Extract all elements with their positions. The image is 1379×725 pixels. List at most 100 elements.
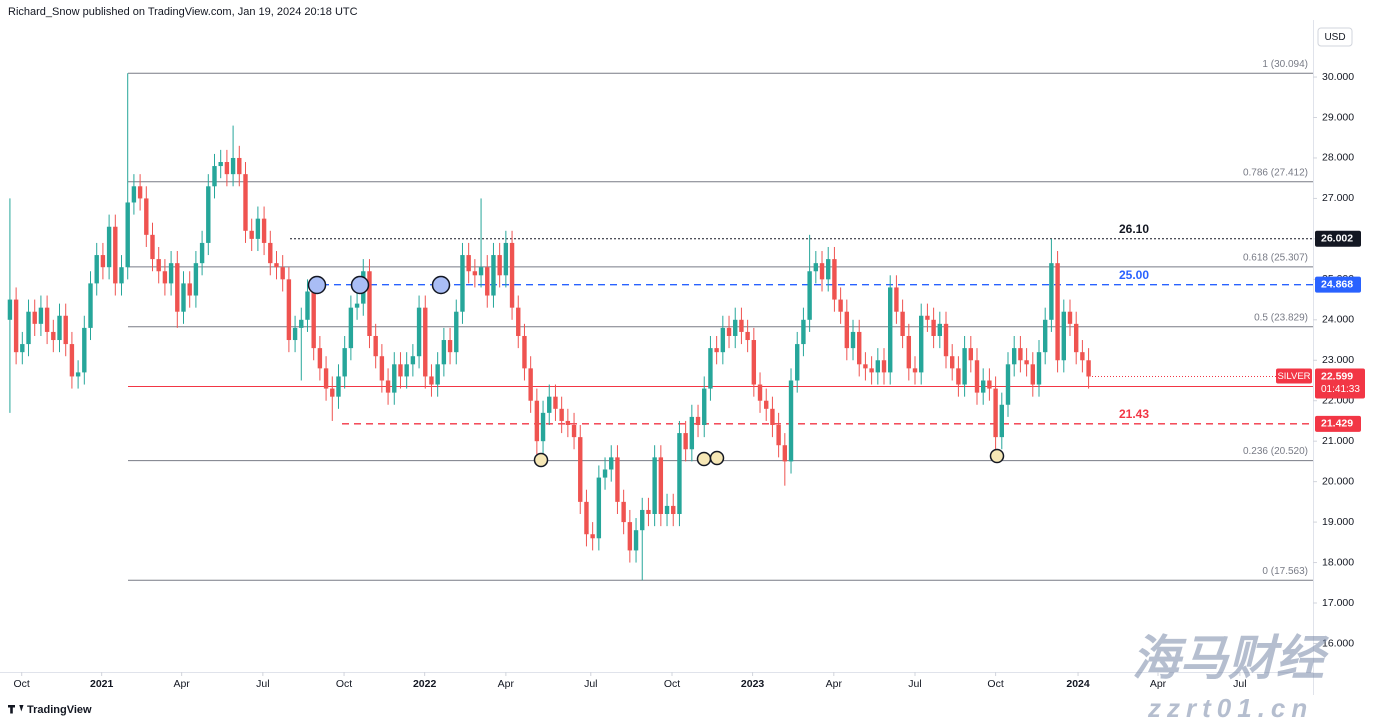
y-tick-label: 17.000 [1322, 597, 1354, 609]
candle-body [664, 505, 670, 515]
level-label: 25.00 [1119, 268, 1149, 282]
candle-body [795, 344, 800, 381]
candle-body [373, 335, 378, 357]
candle-body [627, 522, 633, 551]
candle-body [881, 360, 887, 373]
candle-body [943, 323, 949, 357]
candle-body [931, 319, 936, 336]
candle-body [609, 457, 614, 470]
candle-body [912, 368, 918, 373]
candle-body [311, 291, 316, 349]
candle-body [7, 299, 13, 320]
y-tick-label: 24.000 [1322, 314, 1354, 326]
candle-body [416, 307, 422, 357]
candle-body [299, 319, 304, 328]
candle-body [497, 255, 502, 276]
y-tick-label: 20.000 [1322, 475, 1354, 487]
candle-body [485, 267, 490, 296]
candle-body [621, 501, 626, 523]
candle-body [590, 534, 595, 539]
candle-body [212, 166, 217, 187]
marker-circle [989, 448, 1005, 464]
x-tick-label: 2023 [741, 678, 765, 690]
candle-body [987, 380, 992, 389]
candle-body [801, 319, 806, 345]
x-tick-label: Apr [1150, 678, 1167, 690]
candle-body [677, 433, 682, 515]
countdown-label: 01:41:33 [1321, 384, 1360, 395]
candle-body [1049, 263, 1054, 320]
candle-body [336, 376, 341, 397]
candle-body [782, 445, 788, 462]
candle-body [658, 457, 664, 515]
candle-body [323, 368, 329, 389]
candle-body [491, 255, 496, 296]
logo-mark [8, 705, 24, 714]
y-tick-label: 29.000 [1322, 111, 1354, 123]
candle-body [720, 327, 726, 353]
candle-body [863, 364, 868, 369]
currency: USD [1324, 32, 1345, 43]
candle-body [410, 356, 416, 365]
candle-body [956, 368, 961, 385]
candle-body [869, 368, 874, 373]
candle-body [708, 348, 713, 389]
x-tick-label: Jul [1233, 678, 1246, 690]
candle-body [75, 372, 81, 377]
candle-body [559, 408, 564, 421]
fib-label: 0 (17.563) [1262, 566, 1308, 577]
candle-body [528, 368, 533, 401]
candle-body [230, 157, 236, 175]
candle-body [119, 267, 124, 284]
candle-body [516, 307, 521, 336]
candle-body [106, 226, 112, 268]
candle-body [807, 271, 812, 320]
candle-body [1061, 311, 1066, 361]
candle-body [919, 315, 924, 373]
y-tick-label: 21.000 [1322, 435, 1354, 447]
candle-body [137, 186, 143, 199]
candle-body [826, 259, 831, 280]
candle-body [69, 344, 75, 377]
symbol-tag [1276, 368, 1312, 384]
y-tick-label: 16.000 [1322, 637, 1354, 649]
candle-body [739, 319, 744, 332]
candle-body [937, 323, 943, 336]
candle-body [82, 327, 87, 373]
candle-body [63, 315, 68, 345]
candle-body [695, 416, 701, 425]
x-tick-label: Oct [664, 678, 680, 690]
candle-body [974, 360, 980, 393]
candle-body [125, 202, 130, 268]
candle-body [385, 380, 391, 393]
y-tick-label: 30.000 [1322, 71, 1354, 83]
candle-body [168, 263, 174, 284]
candle-body [770, 408, 775, 425]
candle-body [156, 259, 161, 272]
candle-body [1042, 319, 1048, 353]
candle-body [553, 396, 558, 409]
candle-body [652, 457, 657, 515]
candle-body [354, 303, 360, 308]
marker-circle [307, 275, 327, 295]
candle-body [181, 283, 186, 312]
currency-box[interactable] [1317, 27, 1353, 47]
candle-body [398, 364, 403, 377]
candle-body [993, 388, 998, 438]
candle-body [857, 331, 862, 365]
watermark-brand: 海马财经 [1132, 633, 1330, 686]
x-tick-label: Oct [336, 678, 352, 690]
candle-body [981, 380, 986, 393]
candle-body [379, 356, 385, 381]
last-price-tag [1315, 368, 1365, 399]
x-tick-label: Apr [498, 678, 515, 690]
x-tick-label: Jul [256, 678, 269, 690]
candle-body [435, 364, 440, 385]
fib-label: 0.618 (25.307) [1243, 253, 1308, 264]
candle-body [726, 327, 732, 336]
candle-body [584, 501, 589, 535]
candle-body [292, 327, 298, 341]
